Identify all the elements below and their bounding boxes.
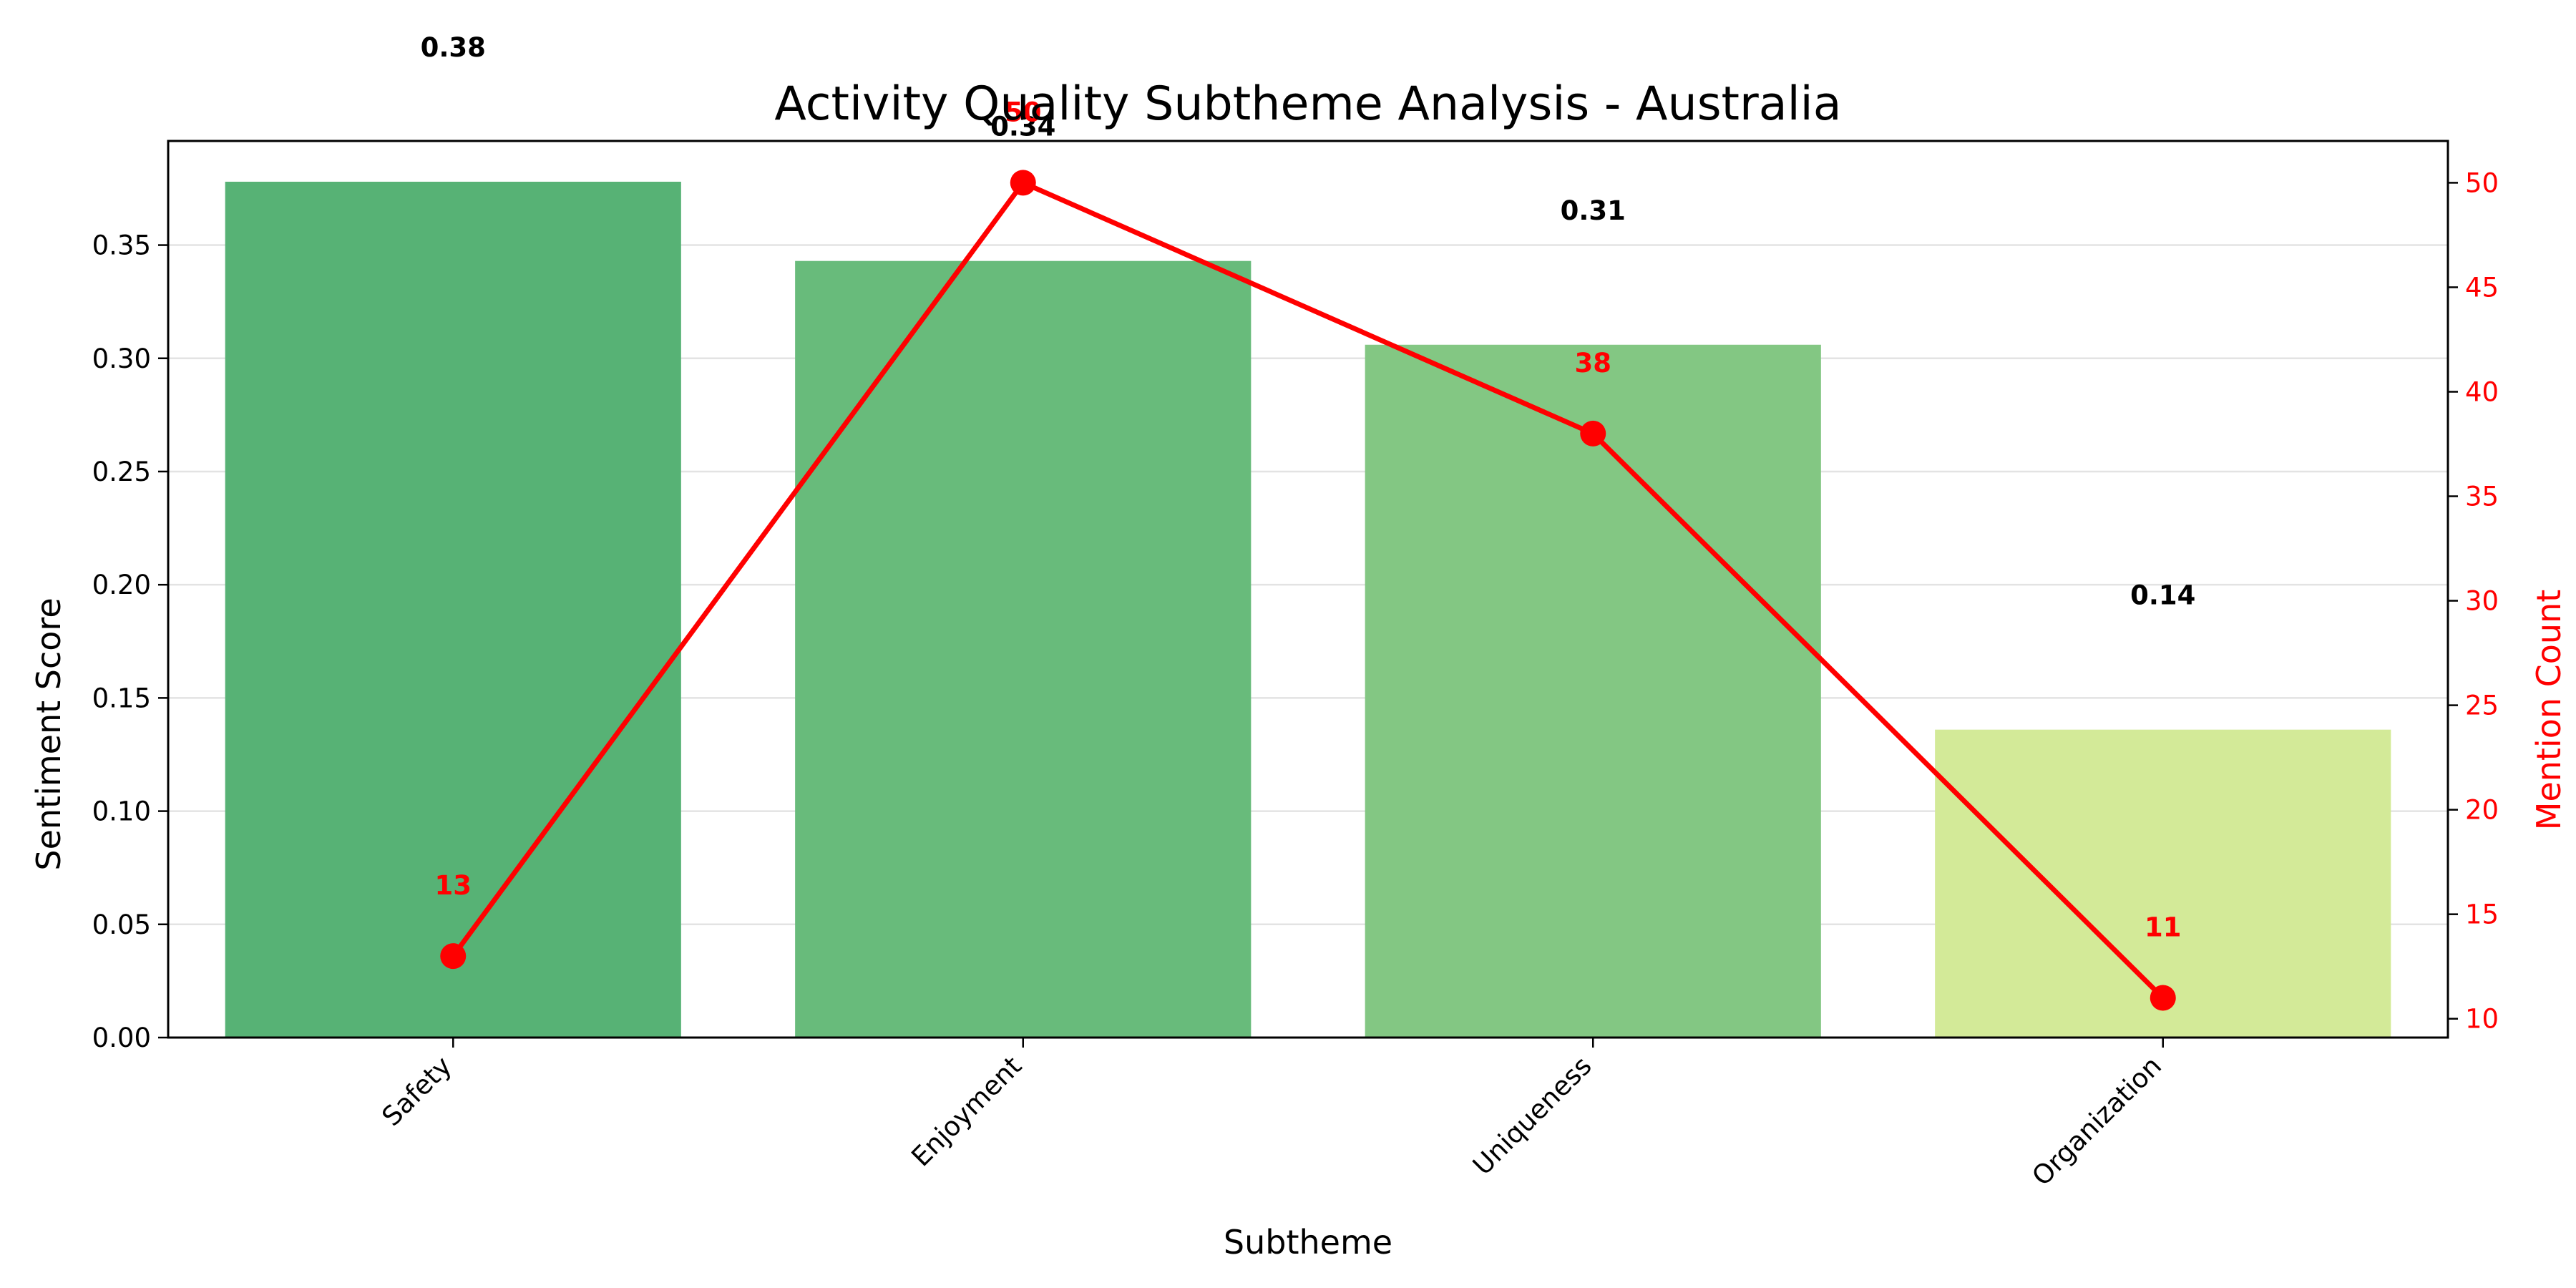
bar-value-label: 0.38 [421, 32, 486, 63]
bar-enjoyment [795, 260, 1252, 1038]
x-tick-label: Safety [376, 1050, 458, 1132]
mention-count-point [2150, 985, 2176, 1011]
y-tick-label: 0.10 [92, 796, 151, 827]
y-tick-label: 0.35 [92, 230, 151, 261]
x-axis-title: Subtheme [1224, 1223, 1392, 1262]
count-value-label: 38 [1575, 348, 1612, 379]
y-tick-label: 0.15 [92, 683, 151, 713]
x-tick-label: Enjoyment [905, 1050, 1028, 1173]
count-value-label: 11 [2145, 912, 2182, 943]
y2-tick-label: 25 [2465, 691, 2499, 721]
y2-tick-label: 10 [2465, 1004, 2499, 1035]
y-tick-label: 0.00 [92, 1023, 151, 1053]
bar-value-label: 0.34 [990, 112, 1055, 142]
y-tick-label: 0.25 [92, 457, 151, 487]
data-labels: 0.38 0.34 0.31 0.14 13 50 38 11 [421, 32, 2196, 943]
mention-count-series [440, 170, 2176, 1011]
y2-axis-title: Mention Count [2529, 590, 2568, 831]
y2-tick-label: 35 [2465, 482, 2499, 512]
bar-safety [225, 181, 681, 1038]
y-tick-label: 0.30 [92, 343, 151, 374]
y2-tick-label: 30 [2465, 586, 2499, 617]
y2-tick-label: 40 [2465, 376, 2499, 407]
y-tick-label: 0.20 [92, 570, 151, 600]
y2-tick-label: 50 [2465, 167, 2499, 198]
y-axis-title: Sentiment Score [29, 597, 68, 870]
mention-count-point [1580, 420, 1606, 447]
mention-count-point [440, 943, 467, 970]
y2-tick-label: 15 [2465, 899, 2499, 930]
chart-title: Activity Quality Subtheme Analysis - Aus… [774, 77, 1841, 131]
mention-count-point [1010, 170, 1036, 196]
mention-count-line [451, 180, 2165, 1000]
y-tick-label: 0.05 [92, 909, 151, 940]
bar-value-label: 0.31 [1561, 195, 1626, 226]
y2-tick-label: 20 [2465, 795, 2499, 826]
count-value-label: 13 [435, 870, 472, 901]
plot-frame [167, 140, 2449, 1039]
y2-tick-label: 45 [2465, 272, 2499, 303]
bar-value-label: 0.14 [2130, 580, 2195, 611]
bar-uniqueness [1365, 344, 1821, 1038]
x-tick-label: Organization [2026, 1050, 2167, 1192]
x-tick-label: Uniqueness [1467, 1050, 1598, 1181]
count-value-label: 50 [1005, 97, 1042, 127]
